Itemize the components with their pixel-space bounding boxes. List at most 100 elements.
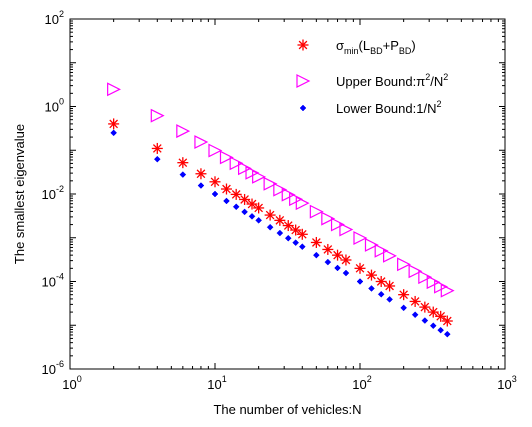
data-point-triangle-right: [295, 196, 310, 211]
data-point-diamond: [255, 216, 263, 224]
data-point-asterisk: [274, 214, 286, 226]
legend-label-lower-bound: Lower Bound:1/N2: [336, 99, 441, 116]
data-point-diamond: [312, 251, 320, 259]
data-point-diamond: [266, 223, 274, 231]
legend-label-sigma-min: σmin(LBD+PBD): [336, 38, 416, 56]
legend-symbol-diamond: [299, 104, 307, 112]
x-tick-label: 103: [497, 374, 516, 392]
data-point-triangle-right: [229, 156, 244, 171]
data-point-asterisk: [290, 224, 302, 236]
data-point-asterisk: [296, 228, 308, 240]
data-point-diamond: [241, 208, 248, 216]
data-point-asterisk: [365, 269, 377, 281]
data-point-diamond: [429, 322, 437, 330]
legend: σmin(LBD+PBD) Upper Bound:π2/N2 Lower Bo…: [296, 38, 448, 116]
data-point-asterisk: [246, 198, 258, 210]
data-point-asterisk: [419, 301, 431, 313]
data-point-triangle-right: [426, 275, 441, 290]
y-tick-label: 102: [45, 9, 64, 27]
data-series: [107, 82, 455, 338]
data-point-asterisk: [209, 176, 221, 188]
series-triangle-right: [107, 82, 455, 298]
data-point-triangle-right: [245, 165, 260, 180]
data-point-triangle-right: [194, 135, 209, 150]
data-point-triangle-right: [418, 270, 433, 285]
data-point-diamond: [400, 304, 408, 312]
legend-marker-asterisk: [297, 39, 309, 51]
data-point-triangle-right: [440, 283, 455, 298]
legend-item-upper-bound: Upper Bound:π2/N2: [296, 72, 448, 89]
data-point-asterisk: [427, 306, 439, 318]
data-point-triangle-right: [353, 231, 368, 245]
data-point-triangle-right: [309, 204, 324, 219]
data-point-triangle-right: [382, 248, 397, 263]
data-point-diamond: [179, 171, 187, 178]
axis-tick-labels: 100 101 102 103 10-6 10-4 10-2 100 102: [42, 9, 517, 392]
legend-label-upper-bound: Upper Bound:π2/N2: [336, 72, 448, 89]
data-point-triangle-right: [273, 182, 288, 197]
data-point-asterisk: [409, 295, 421, 307]
data-point-asterisk: [282, 220, 294, 232]
data-point-asterisk: [332, 249, 344, 261]
data-point-diamond: [437, 326, 445, 334]
legend-item-sigma-min: σmin(LBD+PBD): [297, 38, 416, 56]
data-point-asterisk: [177, 157, 189, 169]
data-point-triangle-right: [176, 124, 191, 139]
data-point-diamond: [356, 278, 364, 285]
data-point-triangle-right: [219, 150, 234, 165]
data-point-triangle-right: [208, 143, 223, 158]
data-point-diamond: [443, 330, 451, 338]
data-point-diamond: [153, 155, 161, 163]
data-point-diamond: [284, 234, 292, 242]
x-tick-label: 102: [352, 374, 371, 392]
data-point-asterisk: [264, 209, 276, 221]
data-point-diamond: [248, 212, 256, 220]
data-point-diamond: [298, 243, 306, 251]
y-tick-label: 100: [45, 97, 64, 115]
data-point-asterisk: [354, 262, 366, 274]
data-point-diamond: [368, 285, 375, 292]
data-point-asterisk: [239, 193, 251, 205]
legend-item-lower-bound: Lower Bound:1/N2: [299, 99, 441, 116]
data-point-triangle-right: [237, 161, 252, 176]
data-point-diamond: [197, 182, 205, 189]
data-point-triangle-right: [339, 222, 354, 237]
data-point-asterisk: [108, 118, 120, 130]
y-tick-label: 10-6: [42, 359, 64, 377]
data-point-diamond: [292, 239, 300, 247]
data-point-asterisk: [384, 280, 396, 292]
data-point-asterisk: [441, 315, 453, 327]
data-point-triangle-right: [263, 176, 278, 191]
series-asterisk: [108, 118, 453, 327]
data-point-triangle-right: [150, 108, 165, 123]
data-point-triangle-right: [364, 237, 379, 252]
data-point-asterisk: [220, 183, 232, 195]
data-point-diamond: [342, 269, 350, 277]
data-point-triangle-right: [397, 257, 411, 272]
data-point-triangle-right: [408, 264, 423, 279]
data-point-diamond: [232, 203, 240, 211]
data-point-triangle-right: [374, 243, 389, 258]
data-point-triangle-right: [434, 279, 449, 294]
data-point-diamond: [110, 129, 118, 137]
data-point-diamond: [223, 197, 230, 205]
x-tick-label: 100: [62, 374, 81, 392]
legend-symbol-triangle-right: [296, 74, 311, 88]
data-point-diamond: [211, 190, 219, 198]
y-tick-label: 10-2: [42, 184, 64, 202]
data-point-diamond: [421, 317, 429, 324]
x-axis-label: The number of vehicles:N: [213, 402, 361, 417]
data-point-triangle-right: [289, 192, 304, 207]
data-point-asterisk: [195, 168, 207, 180]
data-point-asterisk: [322, 243, 334, 255]
series-diamond: [110, 129, 451, 338]
x-tick-label: 101: [207, 374, 226, 392]
y-axis-label: The smallest eigenvalue: [12, 124, 27, 264]
legend-symbol-asterisk: [297, 39, 309, 51]
data-point-asterisk: [151, 142, 163, 154]
data-point-triangle-right: [321, 211, 336, 226]
data-point-diamond: [324, 258, 332, 266]
axis-ticks: [69, 18, 506, 370]
